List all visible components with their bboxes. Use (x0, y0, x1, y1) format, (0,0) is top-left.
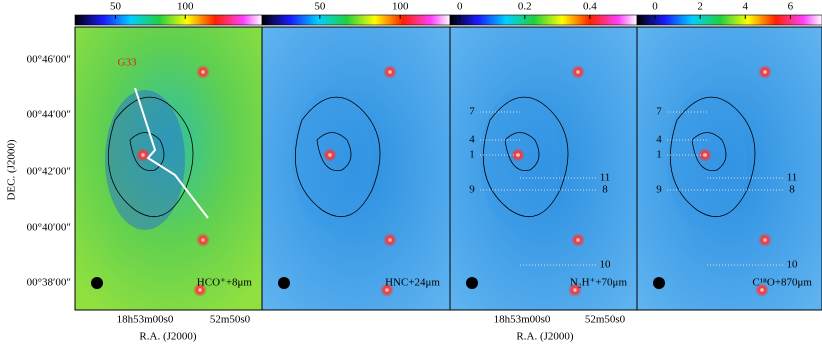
source-label: 7 (469, 106, 475, 118)
contour (107, 96, 194, 218)
panel-label: C¹⁸O+870μm (752, 277, 812, 289)
bright-source (758, 65, 772, 79)
colorbar-tick-label: 0 (457, 1, 463, 13)
colorbar-tick-label: 50 (314, 1, 326, 13)
colorbar (636, 14, 822, 26)
beam (278, 277, 290, 289)
panel-label: HCO⁺+8μm (197, 277, 253, 289)
colorbar-tick-label: 0 (652, 1, 658, 13)
bright-source (383, 233, 397, 247)
bright-source (511, 148, 525, 162)
bright-source (323, 148, 337, 162)
bright-source (755, 283, 769, 297)
y-tick-label: 00°40′00″ (27, 222, 71, 234)
bright-source (571, 233, 585, 247)
colorbar-tick-label: 0.4 (583, 1, 597, 13)
bright-source (758, 233, 772, 247)
source-label: 9 (469, 184, 475, 196)
source-label: 10 (600, 259, 612, 271)
colorbar-tick-label: 100 (392, 1, 409, 13)
source-label: 8 (602, 184, 608, 196)
bright-source (196, 233, 210, 247)
colorbar-tick-label: 0.2 (518, 1, 532, 13)
bright-source (136, 148, 150, 162)
y-tick-label: 00°44′00″ (27, 109, 71, 121)
colorbar-tick-label: 4 (743, 1, 749, 13)
beam (653, 277, 665, 289)
bright-source (568, 283, 582, 297)
source-label: 11 (600, 172, 611, 184)
y-tick-label: 00°38′00″ (27, 277, 71, 289)
y-tick-label: 00°42′00″ (27, 166, 71, 178)
y-tick-label: 00°46′00″ (27, 54, 71, 66)
source-label: 8 (789, 184, 795, 196)
bright-source (698, 148, 712, 162)
colorbar-tick-label: 2 (697, 1, 703, 13)
x-tick-label: 18h53m00s0 (494, 314, 551, 326)
source-label: 9 (656, 184, 662, 196)
x-tick-label: 52m50s0 (585, 314, 626, 326)
bright-source (193, 283, 207, 297)
colorbar (261, 14, 451, 26)
bright-source (571, 65, 585, 79)
bright-source (196, 65, 210, 79)
colorbar (74, 14, 263, 26)
source-label: 4 (469, 134, 475, 146)
contour (129, 132, 165, 172)
x-tick-label: 52m50s0 (210, 314, 251, 326)
bright-source (380, 283, 394, 297)
source-label: 4 (656, 134, 662, 146)
source-label: 1 (656, 149, 662, 161)
beam (466, 277, 478, 289)
beam (91, 277, 103, 289)
region-label: G33 (118, 57, 137, 69)
x-axis-label: R.A. (J2000) (516, 331, 573, 343)
colorbar-tick-label: 50 (110, 1, 122, 13)
contour (691, 132, 727, 172)
source-label: 11 (787, 172, 798, 184)
panel-label: N₂H⁺+70μm (570, 277, 628, 289)
source-label: 10 (787, 259, 799, 271)
source-label: 7 (656, 106, 662, 118)
x-tick-label: 18h53m00s0 (117, 314, 174, 326)
y-axis-label: DEC. (J2000) (6, 139, 18, 200)
x-axis-label: R.A. (J2000) (139, 331, 196, 343)
contour (316, 132, 352, 172)
colorbar (449, 14, 638, 26)
bright-source (383, 65, 397, 79)
contour (294, 96, 381, 218)
contour (504, 132, 540, 172)
source-label: 1 (469, 149, 475, 161)
filament-axis (134, 87, 209, 219)
panel-label: HNC+24μm (385, 277, 440, 289)
colorbar-tick-label: 100 (177, 1, 194, 13)
colorbar-tick-label: 6 (788, 1, 794, 13)
